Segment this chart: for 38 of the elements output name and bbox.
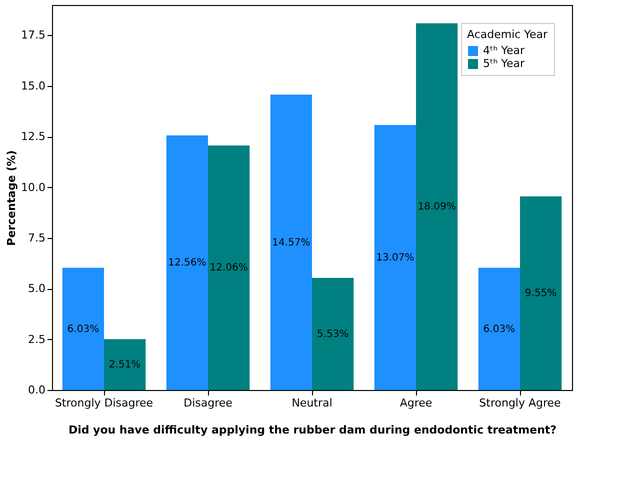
- bar: [270, 94, 312, 390]
- y-axis-title: Percentage (%): [5, 150, 18, 246]
- bar: [312, 278, 354, 390]
- data-label: 12.06%: [210, 262, 248, 274]
- legend-label: 4ᵗʰ Year: [483, 44, 525, 57]
- data-label: 14.57%: [272, 237, 310, 248]
- bar: [208, 146, 250, 390]
- data-label: 9.55%: [524, 288, 557, 300]
- y-tick-label: 10.0: [21, 180, 46, 194]
- y-tick-label: 5.0: [28, 282, 46, 296]
- y-tick-label: 0.0: [28, 384, 46, 396]
- y-tick-label: 15.0: [21, 79, 46, 92]
- bar: [520, 196, 562, 390]
- y-tick-label: 12.5: [21, 130, 46, 144]
- data-label: 13.07%: [376, 252, 414, 264]
- bar: [416, 23, 458, 390]
- x-tick-label: Agree: [400, 396, 432, 410]
- bar: [478, 268, 520, 390]
- legend-title: Academic Year: [467, 28, 548, 41]
- bar: [166, 135, 208, 390]
- data-label: 5.53%: [316, 328, 349, 340]
- data-label: 2.51%: [108, 360, 141, 371]
- data-label: 12.56%: [168, 258, 206, 269]
- x-tick-label: Strongly Disagree: [54, 396, 154, 410]
- data-label: 6.03%: [483, 324, 516, 335]
- y-tick-label: 17.5: [21, 28, 46, 42]
- x-tick-label: Strongly Agree: [479, 396, 562, 410]
- bar: [62, 268, 104, 390]
- x-tick-label: Neutral: [292, 396, 332, 410]
- data-label: 18.09%: [418, 202, 456, 213]
- y-tick-label: 7.5: [28, 231, 46, 244]
- x-tick-label: Disagree: [184, 396, 233, 410]
- data-label: 6.03%: [67, 324, 100, 335]
- bar: [104, 339, 146, 390]
- y-tick-label: 2.5: [28, 332, 46, 346]
- x-axis-title: Did you have difficulty applying the rubber dam during endodontic treatment?: [68, 424, 557, 436]
- legend-label: 5ᵗʰ Year: [483, 57, 525, 70]
- bar: [374, 125, 416, 390]
